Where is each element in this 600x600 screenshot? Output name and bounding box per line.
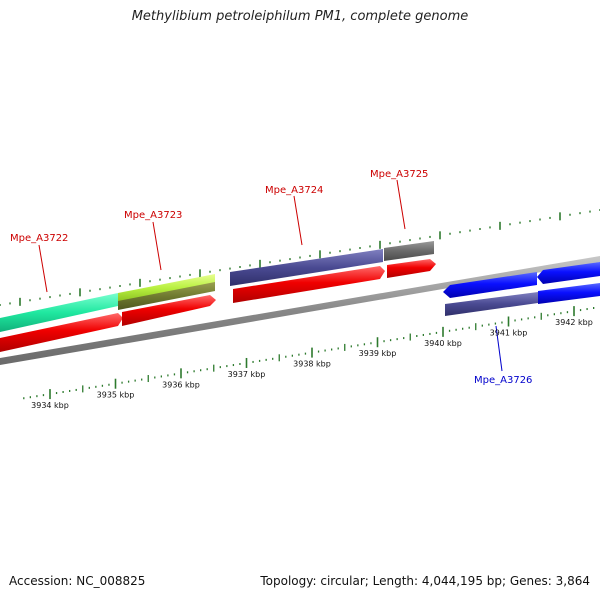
scale-label: 3942 kbp — [555, 318, 593, 327]
gene-label: Mpe_A3724 — [265, 185, 323, 196]
scale-label: 3934 kbp — [31, 401, 69, 410]
gene-feature-teal — [0, 293, 118, 332]
leader-line — [495, 325, 503, 372]
scale-tick-track — [23, 306, 595, 400]
gene-label: Mpe_A3722 — [10, 233, 68, 244]
scale-labels: 3934 kbp 3935 kbp 3936 kbp 3937 kbp 3938 kbp… — [31, 318, 593, 410]
gene-feature-red — [387, 259, 436, 278]
accession-text: Accession: NC_008825 — [9, 574, 146, 588]
gene-feature-blue — [443, 272, 537, 298]
leader-line — [152, 221, 162, 271]
scale-label: 3940 kbp — [424, 339, 462, 348]
gene-label: Mpe_A3723 — [124, 210, 182, 221]
upper-tick-track — [0, 209, 600, 306]
gene-feature-olive — [118, 282, 215, 310]
gene-feature-purple — [445, 292, 538, 316]
gene-feature-blue — [538, 283, 600, 304]
gene-feature-red — [233, 266, 385, 303]
scale-label: 3936 kbp — [162, 380, 200, 389]
scale-label: 3941 kbp — [490, 328, 528, 337]
gene-feature-lime — [118, 274, 215, 302]
leader-line — [38, 244, 48, 293]
leader-line — [293, 195, 303, 246]
feature-track — [0, 241, 600, 365]
gene-feature-red — [0, 313, 123, 352]
genome-backbone — [0, 256, 600, 365]
map-title: Methylibium petroleiphilum PM1, complete… — [131, 9, 469, 24]
genome-summary-text: Topology: circular; Length: 4,044,195 bp… — [260, 574, 590, 588]
gene-feature-blue — [537, 262, 600, 284]
gene-feature-red — [122, 295, 216, 326]
scale-label: 3938 kbp — [293, 360, 331, 369]
gene-label: Mpe_A3725 — [370, 169, 428, 180]
gene-label-group: Mpe_A3722 Mpe_A3723 Mpe_A3724 Mpe_A3725 … — [10, 169, 532, 386]
gene-feature-gray — [384, 241, 434, 261]
scale-label: 3939 kbp — [359, 349, 397, 358]
scale-label: 3937 kbp — [228, 370, 266, 379]
leader-line — [396, 179, 406, 230]
scale-label: 3935 kbp — [97, 391, 135, 400]
gene-label: Mpe_A3726 — [474, 375, 532, 386]
gene-feature-purple — [230, 249, 383, 286]
